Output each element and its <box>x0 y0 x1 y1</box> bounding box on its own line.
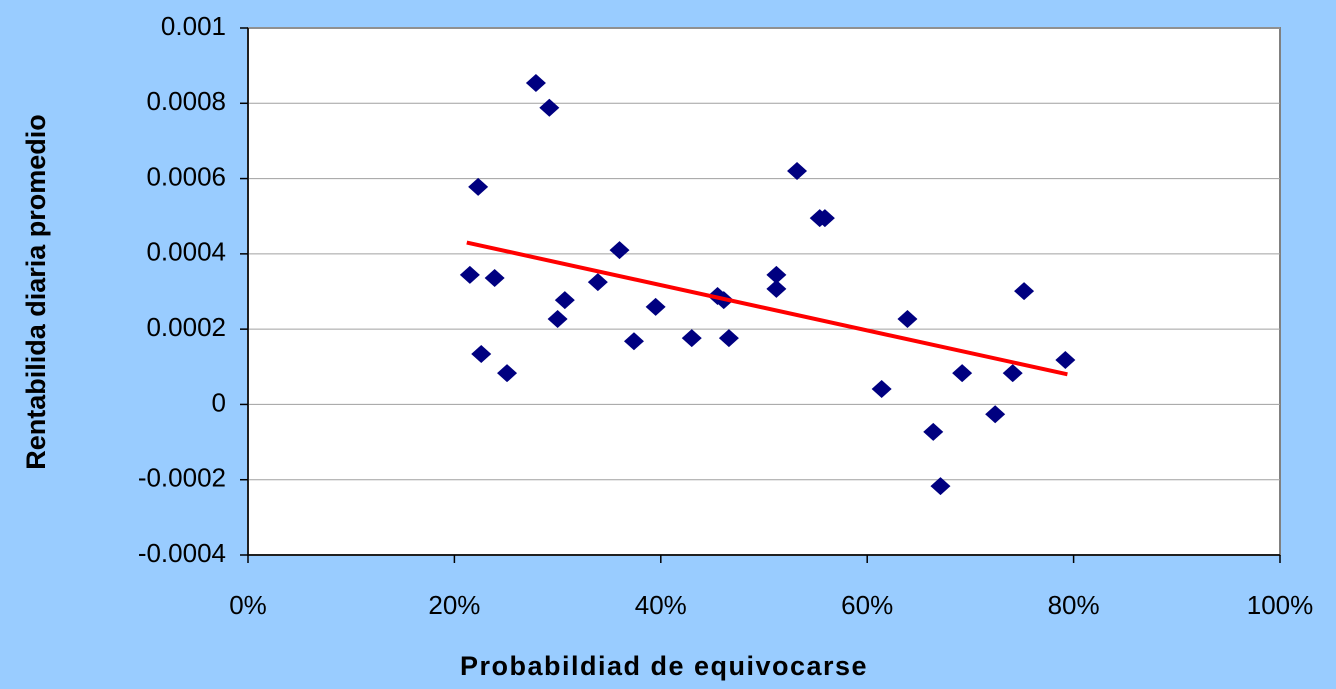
data-point <box>623 332 644 351</box>
y-tick-label: 0.0002 <box>146 312 226 342</box>
data-point <box>952 364 973 383</box>
data-point <box>985 405 1006 424</box>
x-tick-label: 40% <box>635 590 687 620</box>
data-point <box>525 73 546 92</box>
x-tick-label: 100% <box>1247 590 1314 620</box>
y-axis-title: Rentabilida diaria promedio <box>21 114 51 470</box>
y-tick-label: 0.0008 <box>146 86 226 116</box>
data-point <box>814 209 835 228</box>
data-point <box>645 297 666 316</box>
data-point <box>609 241 630 260</box>
data-point <box>539 98 560 117</box>
data-point <box>459 265 480 284</box>
data-point <box>871 379 892 398</box>
data-point <box>787 162 808 181</box>
data-point <box>1014 282 1035 301</box>
data-point <box>718 329 739 348</box>
y-tick-label: -0.0004 <box>138 538 226 568</box>
data-point <box>930 477 951 496</box>
data-point <box>897 309 918 328</box>
x-tick-label: 60% <box>841 590 893 620</box>
y-tick-label: 0.001 <box>161 11 226 41</box>
data-point <box>587 273 608 292</box>
data-point <box>468 177 489 196</box>
data-point <box>766 279 787 298</box>
data-point <box>923 422 944 441</box>
x-tick-label: 0% <box>229 590 267 620</box>
trendline <box>466 240 1068 377</box>
data-point <box>1002 364 1023 383</box>
data-point <box>484 268 505 287</box>
x-axis-title: Probabildiad de equivocarse <box>460 651 868 681</box>
y-tick-label: 0.0006 <box>146 161 226 191</box>
data-point <box>766 265 787 284</box>
x-tick-label: 20% <box>428 590 480 620</box>
data-point <box>1055 351 1076 370</box>
x-tick-label: 80% <box>1048 590 1100 620</box>
data-point <box>681 329 702 348</box>
data-point <box>554 291 575 310</box>
y-tick-label: 0.0004 <box>146 237 226 267</box>
data-point <box>497 364 518 383</box>
plot-area <box>247 27 1281 556</box>
data-point <box>547 309 568 328</box>
data-point <box>471 344 492 363</box>
y-tick-label: -0.0002 <box>138 463 226 493</box>
y-tick-label: 0 <box>212 387 226 417</box>
